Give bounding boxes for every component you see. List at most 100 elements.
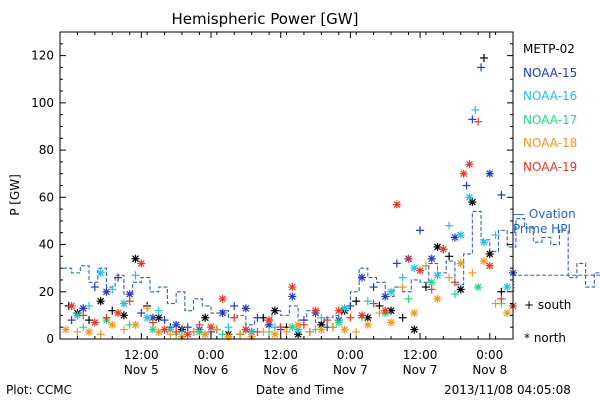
y-axis-label: P [GW] (7, 174, 22, 216)
noaa-16-south-marker (363, 297, 372, 306)
noaa-18-south-marker (166, 330, 175, 339)
noaa-18-south-marker (421, 261, 430, 270)
noaa-16-north-marker (465, 193, 474, 202)
noaa-15-north-marker (125, 290, 134, 299)
noaa-15-south-marker (230, 301, 239, 310)
y-tick-label: 0 (46, 332, 54, 346)
noaa-18-north-marker (387, 318, 396, 327)
noaa-16-south-marker (224, 323, 233, 332)
legend-noaa-17: NOAA-17 (523, 112, 578, 127)
plot-timestamp: 2013/11/08 04:05:08 (444, 383, 571, 397)
metp-02-south-marker (352, 297, 361, 306)
x-axis-label: Date and Time (255, 383, 345, 397)
y-tick-label: 120 (31, 49, 54, 63)
noaa-19-south-marker (253, 327, 262, 336)
noaa-19-north-marker (485, 261, 494, 270)
satellite-markers (61, 53, 517, 341)
noaa-15-south-marker (477, 63, 486, 72)
metp-02-north-marker (410, 325, 419, 334)
noaa-15-south-marker (90, 283, 99, 292)
y-tick-label: 40 (39, 238, 54, 252)
noaa-17-south-marker (450, 290, 459, 299)
noaa-17-north-marker (474, 283, 483, 292)
noaa-19-north-marker (334, 306, 343, 315)
x-tick-label-time: 0:00 (198, 348, 225, 362)
y-tick-label: 80 (39, 143, 54, 157)
noaa-19-north-marker (241, 325, 250, 334)
noaa-19-south-marker (230, 313, 239, 322)
noaa-18-north-marker (131, 320, 140, 329)
noaa-18-north-marker (61, 325, 70, 334)
noaa-19-north-marker (392, 200, 401, 209)
noaa-18-north-marker (456, 259, 465, 268)
x-tick-label-date: Nov 5 (124, 363, 159, 377)
x-tick-label-time: 12:00 (124, 348, 159, 362)
y-tick-label: 20 (39, 285, 54, 299)
noaa-19-south-marker (299, 320, 308, 329)
noaa-19-north-marker (67, 301, 76, 310)
noaa-17-south-marker (404, 294, 413, 303)
noaa-15-north-marker (172, 320, 181, 329)
noaa-18-north-marker (201, 330, 210, 339)
noaa-19-south-marker (474, 117, 483, 126)
noaa-15-south-marker (462, 181, 471, 190)
noaa-19-north-marker (207, 323, 215, 332)
noaa-18-south-marker (328, 323, 337, 332)
noaa-17-north-marker (334, 318, 343, 327)
noaa-19-north-marker (311, 306, 320, 315)
noaa-18-north-marker (317, 325, 326, 334)
x-tick-label-date: Nov 7 (333, 363, 368, 377)
south-marker-key: + south (524, 298, 572, 312)
noaa-19-south-marker (125, 297, 134, 306)
metp-02-north-marker (485, 249, 494, 258)
noaa-19-south-marker (102, 313, 111, 322)
noaa-17-north-marker (427, 278, 436, 287)
chart-title: Hemispheric Power [GW] (171, 10, 359, 28)
noaa-16-north-marker (96, 268, 105, 277)
north-marker-key: * north (524, 331, 567, 345)
noaa-19-south-marker (427, 285, 436, 294)
metp-02-south-marker (445, 252, 454, 261)
noaa-16-north-marker (433, 271, 442, 280)
noaa-15-north-marker (218, 309, 227, 318)
noaa-19-south-marker (276, 323, 285, 332)
noaa-16-south-marker (154, 306, 163, 315)
noaa-15-north-marker (358, 273, 366, 282)
noaa-18-south-marker (352, 327, 361, 336)
x-tick-label-time: 12:00 (263, 348, 298, 362)
noaa-18-south-marker (236, 330, 245, 339)
noaa-15-north-marker (241, 304, 250, 313)
noaa-19-north-marker (160, 325, 169, 334)
x-tick-label-date: Nov 8 (472, 363, 507, 377)
legend-metp-02: METP-02 (523, 42, 575, 56)
noaa-15-north-marker (485, 169, 494, 178)
noaa-18-north-marker (433, 294, 442, 303)
noaa-18-south-marker (445, 273, 454, 282)
noaa-19-north-marker (265, 316, 274, 325)
noaa-15-south-marker (253, 313, 262, 322)
metp-02-north-marker (131, 254, 140, 263)
noaa-19-north-marker (381, 306, 390, 315)
noaa-19-south-marker (172, 327, 181, 336)
ovation-hpi-line (62, 210, 600, 326)
metp-02-south-marker (375, 301, 384, 310)
legend-noaa-15: NOAA-15 (523, 65, 578, 80)
noaa-15-south-marker (137, 309, 146, 318)
noaa-16-north-marker (456, 231, 465, 240)
noaa-16-north-marker (503, 283, 512, 292)
legend-noaa-18: NOAA-18 (523, 136, 578, 150)
noaa-18-north-marker (503, 309, 512, 318)
noaa-16-south-marker (108, 285, 117, 294)
metp-02-south-marker (398, 313, 407, 322)
noaa-19-north-marker (90, 318, 99, 327)
x-tick-label-time: 0:00 (476, 348, 503, 362)
noaa-16-north-marker (387, 287, 396, 296)
noaa-19-north-marker (465, 160, 474, 169)
noaa-15-south-marker (468, 115, 477, 124)
y-tick-label: 60 (39, 190, 54, 204)
noaa-16-south-marker (491, 231, 500, 240)
ovation-legend-line1: — Ovation (513, 207, 576, 221)
noaa-19-south-marker (369, 299, 378, 308)
noaa-18-south-marker (96, 330, 105, 339)
